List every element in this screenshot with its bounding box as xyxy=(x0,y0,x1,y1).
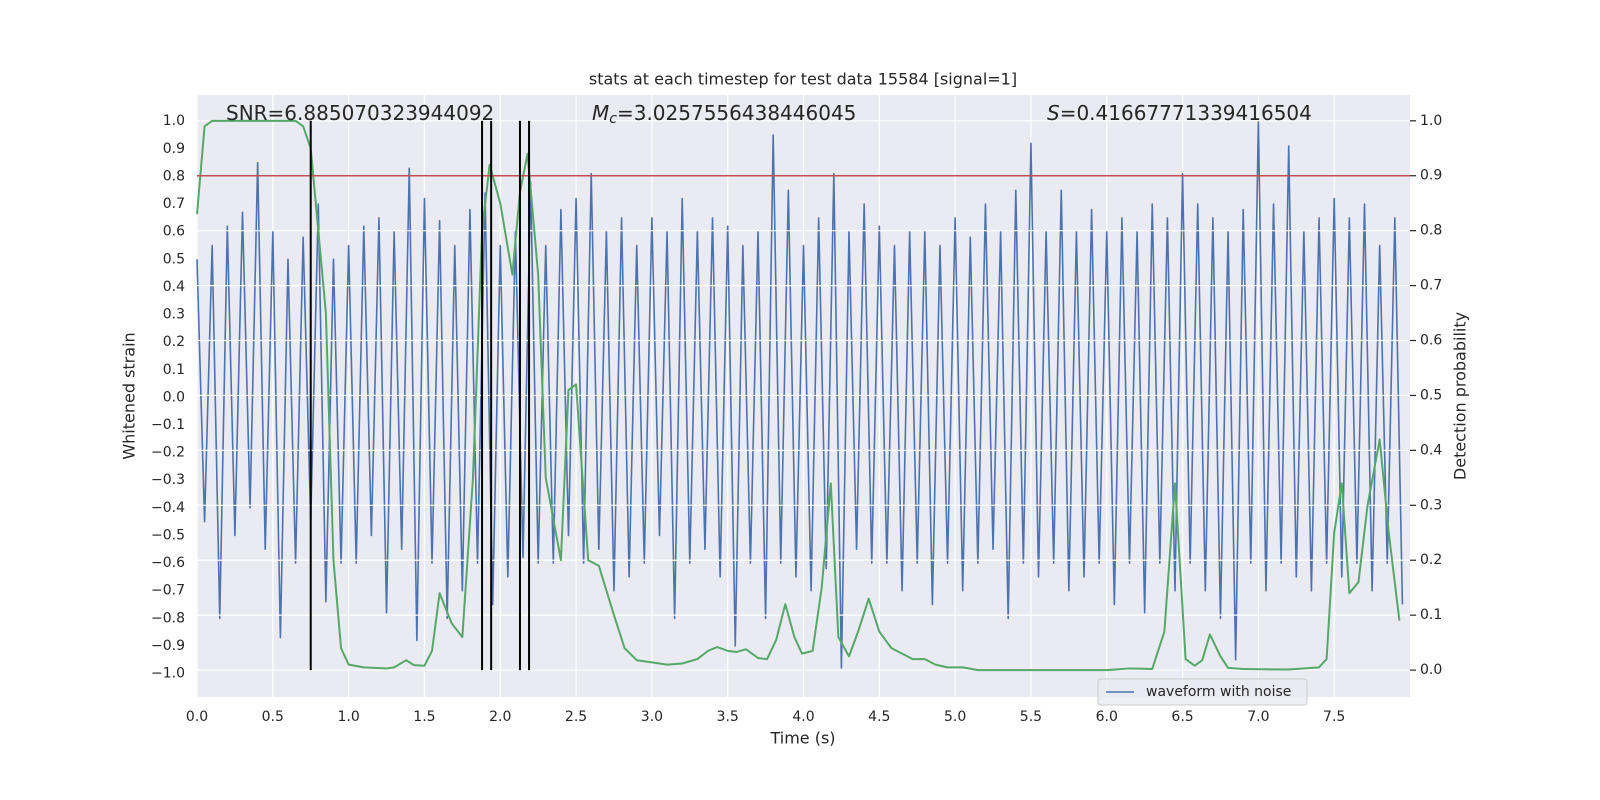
text-layer: 0.0 0.5 1.0 1.5 2.0 2.5 3.0 3.5 4.0 4.5 5.0 5.5 6.0 6… xyxy=(151,101,1442,726)
y2-tick-label: 0.3 xyxy=(1420,497,1442,513)
y-tick-label: 0.0 xyxy=(163,389,185,405)
annotation-text: =3.0257556438446045 xyxy=(617,101,856,125)
y-tick-label: 0.2 xyxy=(163,334,185,350)
x-tick-label: 1.5 xyxy=(413,709,435,725)
y-tick-label: 0.3 xyxy=(163,307,185,323)
y-tick-label: −0.6 xyxy=(151,555,185,571)
y2-tick-label: 0.5 xyxy=(1420,387,1442,403)
y-tick-label: −0.5 xyxy=(151,527,185,543)
y2-axis-label: Detection probability xyxy=(1451,312,1470,480)
probability-line xyxy=(196,119,1401,672)
x-tick-label: 4.0 xyxy=(792,709,814,725)
legend: waveform with noise xyxy=(1097,678,1308,706)
y-tick-label: 0.6 xyxy=(163,224,185,240)
annotation-text: SNR=6.885070323944092 xyxy=(226,101,494,125)
x-tick-label: 1.0 xyxy=(337,709,359,725)
y2-tick-label: 0.9 xyxy=(1420,168,1442,184)
y2-tick-label: 0.2 xyxy=(1420,552,1442,568)
x-tick-label: 0.5 xyxy=(262,709,284,725)
annotation: S=0.41667771339416504 xyxy=(1047,101,1312,125)
overlay-layer xyxy=(196,119,1410,672)
y-tick-label: 0.7 xyxy=(163,196,185,212)
y2-tick-label: 0.1 xyxy=(1420,607,1442,623)
y-tick-label: 0.1 xyxy=(163,362,185,378)
x-axis-label: Time (s) xyxy=(769,729,835,748)
annotation: SNR=6.885070323944092 xyxy=(226,101,494,125)
y-tick-label: 0.5 xyxy=(163,251,185,267)
y-tick-label: 1.0 xyxy=(163,113,185,129)
x-tick-label: 6.5 xyxy=(1171,709,1193,725)
x-tick-label: 5.0 xyxy=(944,709,966,725)
x-tick-label: 2.0 xyxy=(489,709,511,725)
annotation-symbol: M xyxy=(592,101,609,125)
y-tick-label: −0.1 xyxy=(151,417,185,433)
annotation-text: =0.41667771339416504 xyxy=(1060,101,1312,125)
y-tick-label: 0.4 xyxy=(163,279,185,295)
y-tick-label: −1.0 xyxy=(151,666,185,682)
x-tick-label: 6.0 xyxy=(1096,709,1118,725)
y2-tick-label: 0.6 xyxy=(1420,333,1442,349)
y-tick-label: 0.8 xyxy=(163,168,185,184)
y2-tick-label: 0.8 xyxy=(1420,223,1442,239)
x-tick-label: 3.0 xyxy=(641,709,663,725)
y2-tick-label: 1.0 xyxy=(1420,113,1442,129)
y-tick-label: 0.9 xyxy=(163,141,185,157)
y-tick-label: −0.8 xyxy=(151,610,185,626)
x-tick-label: 7.5 xyxy=(1323,709,1345,725)
x-tick-label: 4.5 xyxy=(868,709,890,725)
x-tick-label: 0.0 xyxy=(186,709,208,725)
y2-tick-label: 0.0 xyxy=(1420,662,1442,678)
chart-title: stats at each timestep for test data 155… xyxy=(589,70,1017,89)
legend-box xyxy=(1097,678,1308,706)
y-tick-label: −0.4 xyxy=(151,500,185,516)
x-tick-label: 5.5 xyxy=(1020,709,1042,725)
y-tick-label: −0.9 xyxy=(151,638,185,654)
x-tick-label: 2.5 xyxy=(565,709,587,725)
annotation-symbol: S xyxy=(1047,101,1060,125)
data-layer xyxy=(196,120,1404,669)
y2-tick-label: 0.7 xyxy=(1420,278,1442,294)
x-tick-label: 3.5 xyxy=(717,709,739,725)
y-tick-label: −0.3 xyxy=(151,472,185,488)
annotation: Mc=3.0257556438446045 xyxy=(592,101,856,128)
y-axis-label: Whitened strain xyxy=(120,332,139,459)
x-tick-label: 7.0 xyxy=(1247,709,1269,725)
y-tick-label: −0.2 xyxy=(151,445,185,461)
y2-tick-label: 0.4 xyxy=(1420,442,1442,458)
annotation-subscript: c xyxy=(609,111,617,127)
legend-label: waveform with noise xyxy=(1146,684,1291,700)
waveform-line xyxy=(196,120,1404,669)
y-tick-label: −0.7 xyxy=(151,583,185,599)
